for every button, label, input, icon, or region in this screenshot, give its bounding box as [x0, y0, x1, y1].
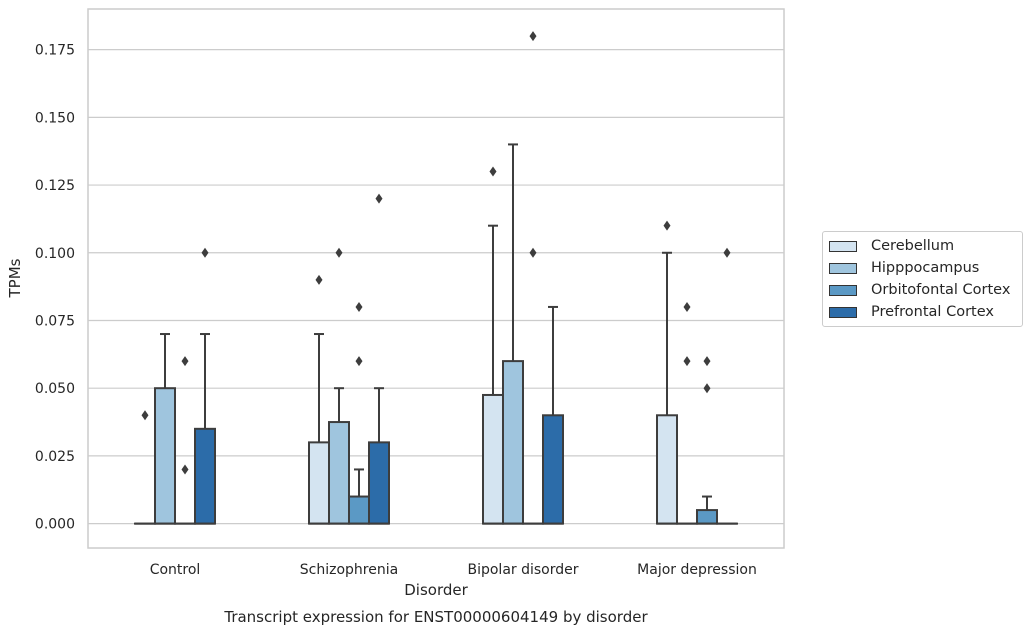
legend-swatch-hippocampus	[829, 262, 857, 274]
y-axis-label: TPMs	[6, 258, 24, 298]
box-body	[542, 414, 564, 525]
box-body	[328, 421, 350, 525]
outlier-point	[335, 247, 343, 258]
box-hipppocampus	[676, 301, 698, 525]
legend-item-orbitofrontal: Orbitofontal Cortex	[829, 281, 1010, 299]
x-tick-label: Control	[150, 562, 201, 578]
outlier-point	[181, 464, 189, 475]
outlier-point	[529, 247, 537, 258]
box-hipppocampus	[154, 333, 176, 525]
box-body	[482, 393, 504, 525]
x-tick-label: Schizophrenia	[300, 562, 398, 578]
plot-frame	[87, 8, 785, 549]
box-prefrontal-cortex	[542, 305, 564, 525]
outlier-point	[181, 356, 189, 367]
y-tick-label: 0.100	[35, 246, 75, 262]
x-axis-label: Disorder	[404, 581, 468, 599]
legend-swatch-orbitofrontal	[829, 284, 857, 296]
legend-swatch-cerebellum	[829, 240, 857, 252]
outlier-point	[315, 274, 323, 285]
box-series	[134, 31, 738, 525]
legend-item-prefrontal: Prefrontal Cortex	[829, 303, 994, 321]
box-body	[154, 387, 176, 525]
box-body	[368, 441, 390, 525]
box-cerebellum	[134, 410, 156, 525]
box-orbitofontal-cortex	[696, 356, 718, 525]
outlier-point	[355, 356, 363, 367]
box-prefrontal-cortex	[716, 247, 738, 525]
legend-label-hippocampus: Hipppocampus	[871, 260, 980, 276]
outlier-point	[375, 193, 383, 204]
outlier-point	[703, 356, 711, 367]
box-body	[308, 441, 330, 525]
outlier-point	[723, 247, 731, 258]
outlier-point	[683, 356, 691, 367]
legend-label-orbitofrontal: Orbitofontal Cortex	[871, 282, 1011, 298]
y-tick-label: 0.000	[35, 517, 75, 533]
box-cerebellum	[656, 220, 678, 525]
outlier-point	[489, 166, 497, 177]
legend-item-cerebellum: Cerebellum	[829, 237, 954, 255]
x-tick-label: Bipolar disorder	[467, 562, 578, 578]
outlier-point	[683, 301, 691, 312]
box-cerebellum	[482, 166, 504, 525]
outlier-point	[141, 410, 149, 421]
box-body	[348, 495, 370, 525]
outlier-point	[355, 301, 363, 312]
box-body	[656, 414, 678, 525]
box-orbitofontal-cortex	[522, 31, 544, 525]
outlier-point	[529, 31, 537, 42]
box-body	[696, 509, 718, 525]
box-orbitofontal-cortex	[174, 356, 196, 525]
box-cerebellum	[308, 274, 330, 525]
y-tick-label: 0.025	[35, 449, 75, 465]
box-body	[502, 360, 524, 525]
y-tick-label: 0.125	[35, 178, 75, 194]
x-tick-label: Major depression	[637, 562, 757, 578]
box-hipppocampus	[502, 143, 524, 525]
legend-label-cerebellum: Cerebellum	[871, 238, 955, 254]
outlier-point	[703, 383, 711, 394]
tick-labels: 0.000 0.025 0.050 0.075 0.100 0.125 0.150 0.175…	[35, 43, 757, 578]
y-tick-label: 0.075	[35, 313, 75, 329]
legend-swatch-prefrontal	[829, 306, 857, 318]
y-tick-label: 0.150	[35, 110, 75, 126]
legend-item-hippocampus: Hipppocampus	[829, 259, 979, 277]
box-prefrontal-cortex	[194, 247, 216, 525]
box-prefrontal-cortex	[368, 193, 390, 525]
y-tick-label: 0.175	[35, 43, 75, 59]
outlier-point	[201, 247, 209, 258]
legend-label-prefrontal: Prefrontal Cortex	[871, 304, 994, 320]
box-hipppocampus	[328, 247, 350, 525]
box-orbitofontal-cortex	[348, 301, 370, 525]
box-body	[194, 427, 216, 525]
outlier-point	[663, 220, 671, 231]
y-tick-label: 0.050	[35, 381, 75, 397]
chart-caption: Transcript expression for ENST0000060414…	[223, 608, 648, 626]
gridlines	[88, 49, 784, 525]
legend: Cerebellum Hipppocampus Orbitofontal Cor…	[822, 231, 1023, 327]
